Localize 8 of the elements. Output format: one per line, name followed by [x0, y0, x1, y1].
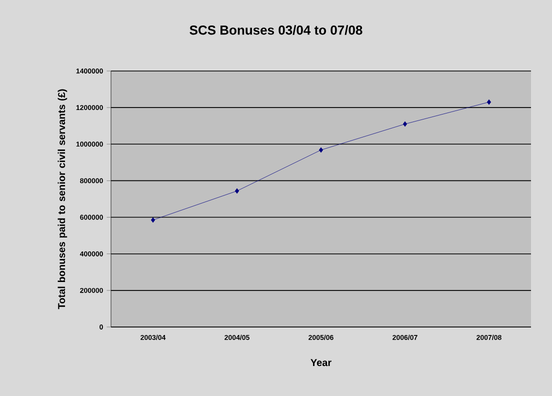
chart-title: SCS Bonuses 03/04 to 07/08	[190, 25, 362, 35]
point	[150, 217, 156, 223]
x-axis-title: Year	[310, 359, 332, 366]
point	[402, 121, 408, 127]
point	[234, 188, 240, 194]
point	[486, 99, 492, 105]
point	[318, 147, 324, 153]
y-axis-title: Total bonuses paid to senior civil servants (£)	[58, 89, 68, 310]
